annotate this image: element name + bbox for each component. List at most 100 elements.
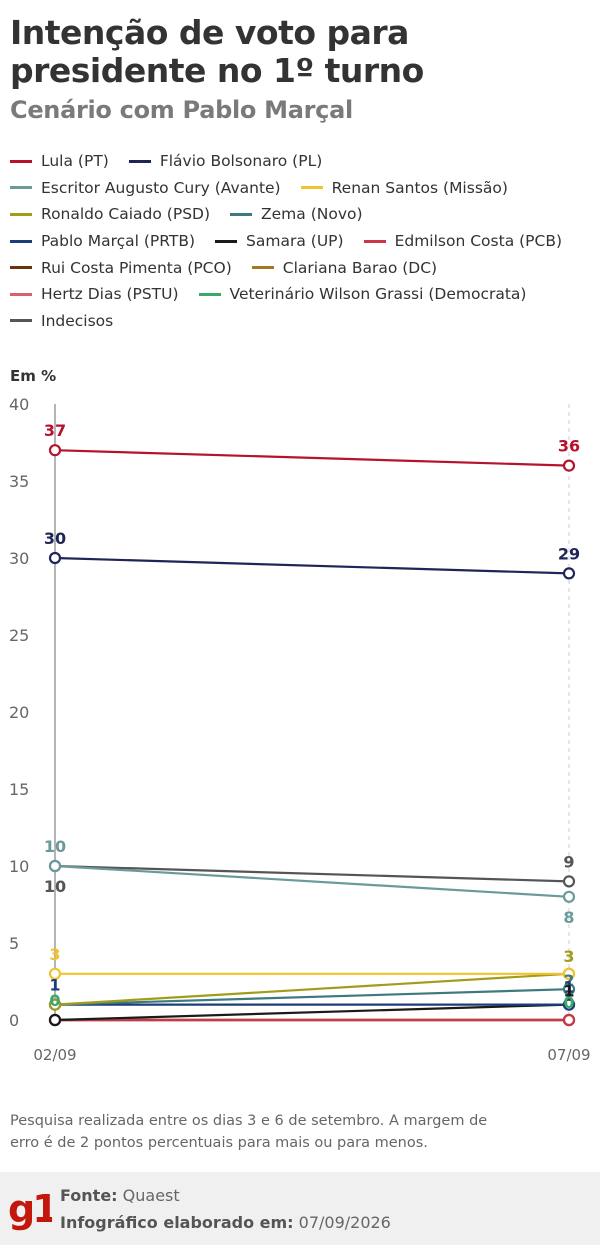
series-line xyxy=(54,988,570,1006)
legend-item: Samara (UP) xyxy=(215,232,344,250)
legend-swatch xyxy=(10,159,32,163)
data-label: 1 xyxy=(49,976,60,995)
source-line: Fonte: Quaest xyxy=(60,1186,180,1205)
data-label: 1 xyxy=(563,982,574,1001)
y-tick-label: 15 xyxy=(9,780,29,799)
legend-item: Rui Costa Pimenta (PCO) xyxy=(10,259,232,277)
legend-label: Hertz Dias (PSTU) xyxy=(41,285,179,304)
made-line: Infográfico elaborado em: 07/09/2026 xyxy=(60,1213,391,1232)
legend-row: Ronaldo Caiado (PSD) Zema (Novo) xyxy=(10,201,595,228)
legend-item: Lula (PT) xyxy=(10,152,109,170)
data-label: 9 xyxy=(563,852,574,871)
legend-label: Zema (Novo) xyxy=(261,205,363,224)
legend-label: Pablo Marçal (PRTB) xyxy=(41,232,196,251)
data-label: 2 xyxy=(563,971,574,990)
legend-label: Edmilson Costa (PCB) xyxy=(394,232,563,251)
y-tick-label: 35 xyxy=(9,472,29,491)
legend-label: Flávio Bolsonaro (PL) xyxy=(159,152,323,171)
source-value: Quaest xyxy=(122,1186,180,1205)
legend-swatch xyxy=(10,239,32,243)
data-point xyxy=(48,998,62,1011)
legend: Lula (PT) Flávio Bolsonaro (PL) Escritor A… xyxy=(10,148,595,334)
legend-label: Lula (PT) xyxy=(41,152,109,171)
legend-row: Hertz Dias (PSTU) Veterinário Wilson Gras… xyxy=(10,281,595,308)
data-point xyxy=(562,983,576,996)
y-tick-label: 20 xyxy=(9,703,29,722)
data-label: 29 xyxy=(558,544,580,563)
legend-label: Rui Costa Pimenta (PCO) xyxy=(41,258,232,277)
x-tick-label: 07/09 xyxy=(547,1046,590,1064)
y-axis-title: Em % xyxy=(10,367,57,385)
data-point xyxy=(48,551,62,565)
y-tick-label: 40 xyxy=(9,395,29,414)
data-point xyxy=(48,1013,62,1027)
y-tick-label: 30 xyxy=(9,549,29,568)
data-point xyxy=(562,1013,576,1027)
data-point xyxy=(562,998,576,1011)
series-line xyxy=(54,864,570,883)
legend-swatch xyxy=(363,239,386,243)
legend-label: Clariana Barao (DC) xyxy=(282,258,438,277)
y-tick-label: 0 xyxy=(9,1011,19,1030)
y-tick-label: 5 xyxy=(9,934,19,953)
page-title: Intenção de voto para presidente no 1º t… xyxy=(10,13,424,90)
methodology-note: Pesquisa realizada entre os dias 3 e 6 d… xyxy=(10,1113,488,1151)
legend-swatch xyxy=(230,212,253,216)
data-point xyxy=(48,967,62,980)
data-label: 30 xyxy=(44,529,66,548)
legend-row: Lula (PT) Flávio Bolsonaro (PL) xyxy=(10,148,595,175)
data-label: 3 xyxy=(49,945,60,964)
legend-item: Indecisos xyxy=(10,312,113,330)
legend-row: Pablo Marçal (PRTB) Samara (UP) Edmilson C… xyxy=(10,228,595,255)
series-line xyxy=(54,556,570,575)
data-point xyxy=(562,567,576,580)
series-line xyxy=(54,864,570,898)
legend-swatch xyxy=(215,239,238,243)
series-line xyxy=(54,449,570,467)
data-label: 37 xyxy=(44,421,66,440)
made-label: Infográfico elaborado em: xyxy=(60,1213,294,1232)
legend-item: Pablo Marçal (PRTB) xyxy=(10,232,195,250)
legend-item: Ronaldo Caiado (PSD) xyxy=(10,205,210,223)
legend-item: Escritor Augusto Cury (Avante) xyxy=(10,179,281,197)
legend-swatch xyxy=(10,212,32,216)
legend-label: Veterinário Wilson Grassi (Democrata) xyxy=(229,285,527,304)
g1-logo-text: g1 xyxy=(8,1187,52,1231)
data-point xyxy=(562,967,576,980)
legend-row: Escritor Augusto Cury (Avante) Renan Sant… xyxy=(10,175,595,202)
data-point xyxy=(562,890,576,903)
legend-item: Hertz Dias (PSTU) xyxy=(10,285,179,303)
legend-item: Flávio Bolsonaro (PL) xyxy=(128,152,323,171)
y-tick-label: 25 xyxy=(9,626,29,645)
y-tick-label: 10 xyxy=(9,857,29,876)
legend-item: Clariana Barao (DC) xyxy=(251,258,438,277)
legend-item: Renan Santos (Missão) xyxy=(300,178,508,197)
data-label: 0 xyxy=(49,991,60,1010)
data-label: 0 xyxy=(563,993,574,1012)
legend-swatch xyxy=(10,186,32,190)
page-subtitle: Cenário com Pablo Marçal xyxy=(10,96,353,124)
series-line xyxy=(54,1003,570,1022)
g1-logo: g1 xyxy=(8,1187,52,1231)
legend-item: Zema (Novo) xyxy=(230,205,363,223)
data-label: 36 xyxy=(558,437,580,456)
data-point xyxy=(562,459,576,472)
legend-label: Escritor Augusto Cury (Avante) xyxy=(41,178,281,197)
legend-swatch xyxy=(198,292,221,296)
x-tick-label: 02/09 xyxy=(33,1046,76,1064)
legend-label: Ronaldo Caiado (PSD) xyxy=(41,205,211,224)
legend-label: Renan Santos (Missão) xyxy=(331,178,508,197)
data-label: 1 xyxy=(563,978,574,997)
series-line xyxy=(54,972,570,1006)
legend-label: Indecisos xyxy=(41,311,114,330)
data-point xyxy=(48,859,62,873)
footer: g1 Fonte: Quaest Infográfico elaborado e… xyxy=(0,1172,600,1245)
legend-label: Samara (UP) xyxy=(246,232,344,251)
data-label: 10 xyxy=(44,837,66,856)
legend-item: Edmilson Costa (PCB) xyxy=(363,232,563,251)
legend-row: Indecisos xyxy=(10,308,595,335)
legend-swatch xyxy=(10,292,32,296)
legend-swatch xyxy=(300,186,323,190)
data-label: 8 xyxy=(563,908,574,927)
